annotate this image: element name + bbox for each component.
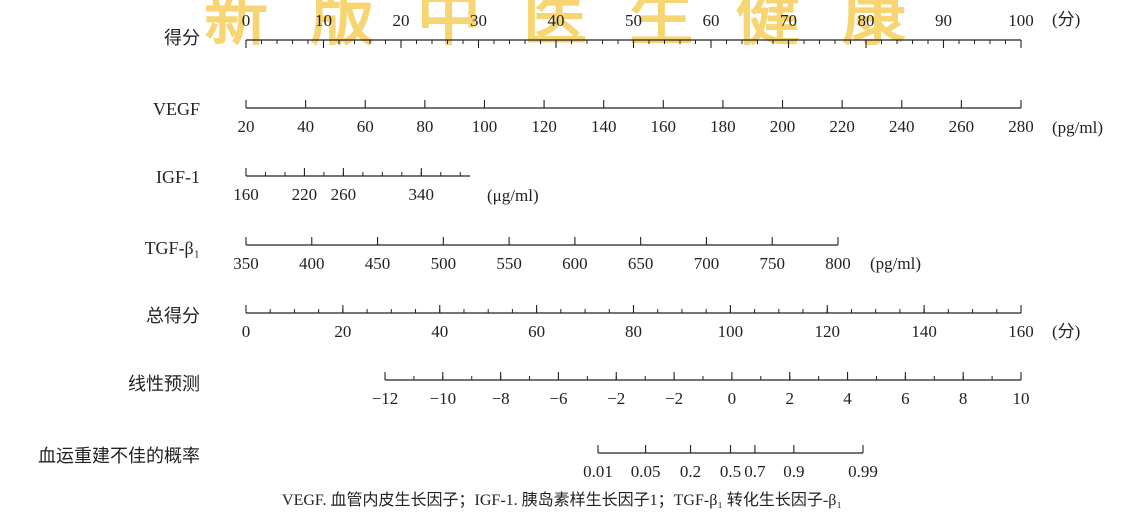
tgfb1-tick-label: 600 [562,254,588,273]
prob-tick-label: 0.99 [848,462,878,481]
total-tick-label: 120 [815,322,841,341]
igf1-tick-label: 260 [331,185,357,204]
points-tick-label: 40 [548,11,565,30]
vegf-row-label: VEGF [153,99,200,119]
lp-tick-label: −2 [665,389,683,408]
lp-tick-label: −8 [492,389,510,408]
tgfb1-unit-label: (pg/ml) [870,254,921,273]
igf1-tick-label: 160 [233,185,259,204]
points-tick-label: 50 [625,11,642,30]
lp-tick-label: 8 [959,389,968,408]
points-tick-label: 10 [315,11,332,30]
points-tick-label: 30 [470,11,487,30]
lp-tick-label: −10 [430,389,457,408]
tgfb1-tick-label: 700 [694,254,720,273]
vegf-tick-label: 100 [472,117,498,136]
points-axis: 得分 0 10 20 30 40 50 60 70 80 90 100 (分) [164,10,1080,48]
points-row-label: 得分 [164,28,200,48]
total-tick-label: 80 [625,322,642,341]
total-tick-label: 0 [242,322,251,341]
tgfb1-tick-label: 550 [496,254,522,273]
vegf-unit-label: (pg/ml) [1052,118,1103,137]
prob-tick-label: 0.5 [720,462,741,481]
igf1-axis: IGF-1 160 220 260 340 (μg/ml) [156,167,539,205]
vegf-axis: VEGF 20 40 60 80 100 120 140 160 180 200 220 240 260 2… [153,99,1103,137]
vegf-tick-label: 180 [710,117,736,136]
vegf-tick-label: 280 [1008,117,1034,136]
vegf-tick-label: 120 [531,117,557,136]
vegf-tick-label: 240 [889,117,915,136]
points-unit-label: (分) [1052,10,1080,29]
vegf-tick-label: 80 [416,117,433,136]
prob-row-label: 血运重建不佳的概率 [38,446,200,466]
lp-tick-label: −6 [549,389,567,408]
prob-tick-label: 0.01 [583,462,613,481]
lp-tick-label: 10 [1013,389,1030,408]
tgfb1-tick-label: 500 [431,254,457,273]
lp-tick-label: 2 [785,389,794,408]
prob-tick-label: 0.9 [783,462,804,481]
vegf-tick-label: 140 [591,117,617,136]
tgfb1-tick-label: 800 [825,254,851,273]
points-tick-label: 60 [703,11,720,30]
vegf-tick-label: 220 [829,117,855,136]
prob-tick-label: 0.2 [680,462,701,481]
points-tick-label: 90 [935,11,952,30]
prob-tick-label: 0.05 [631,462,661,481]
total-tick-label: 60 [528,322,545,341]
lp-axis: 线性预测 −12 −10 −8 −6 −2 −2 0 2 4 6 8 10 [128,372,1030,408]
lp-tick-label: 4 [843,389,852,408]
total-tick-label: 100 [718,322,744,341]
total-tick-label: 20 [334,322,351,341]
lp-row-label: 线性预测 [128,374,200,394]
total-row-label: 总得分 [146,306,200,326]
points-tick-label: 70 [780,11,797,30]
points-tick-label: 80 [858,11,875,30]
total-axis: 总得分 0 20 40 60 80 100 120 140 160 (分) [146,305,1080,341]
total-tick-label: 40 [431,322,448,341]
igf1-tick-label: 220 [292,185,318,204]
tgfb1-tick-label: 750 [759,254,785,273]
lp-tick-label: −2 [607,389,625,408]
total-unit-label: (分) [1052,322,1080,341]
points-tick-label: 20 [393,11,410,30]
lp-tick-label: −12 [372,389,399,408]
prob-tick-label: 0.7 [744,462,766,481]
points-tick-label: 0 [242,11,251,30]
points-tick-label: 100 [1008,11,1034,30]
igf1-row-label: IGF-1 [156,167,200,187]
igf1-tick-label: 340 [409,185,435,204]
vegf-tick-label: 260 [949,117,975,136]
lp-tick-label: 6 [901,389,910,408]
vegf-tick-label: 60 [357,117,374,136]
total-tick-label: 140 [911,322,937,341]
total-tick-label: 160 [1008,322,1034,341]
tgfb1-tick-label: 350 [233,254,259,273]
igf1-unit-label: (μg/ml) [487,186,539,205]
figure-caption: VEGF. 血管内皮生长因子；IGF-1. 胰岛素样生长因子1；TGF-β₁ 转… [0,486,1124,510]
vegf-tick-label: 20 [238,117,255,136]
vegf-tick-label: 200 [770,117,796,136]
prob-axis: 血运重建不佳的概率 0.01 0.05 0.2 0.5 0.7 0.9 0.99 [38,445,878,481]
tgfb1-tick-label: 400 [299,254,325,273]
tgfb1-tick-label: 450 [365,254,391,273]
tgfb1-tick-label: 650 [628,254,654,273]
vegf-tick-label: 40 [297,117,314,136]
tgfb1-row-label: TGF-β₁ [145,238,200,258]
vegf-tick-label: 160 [651,117,677,136]
lp-tick-label: 0 [728,389,737,408]
tgfb1-axis: TGF-β₁ 350 400 450 500 550 600 650 700 750 800 (pg/… [145,237,921,273]
